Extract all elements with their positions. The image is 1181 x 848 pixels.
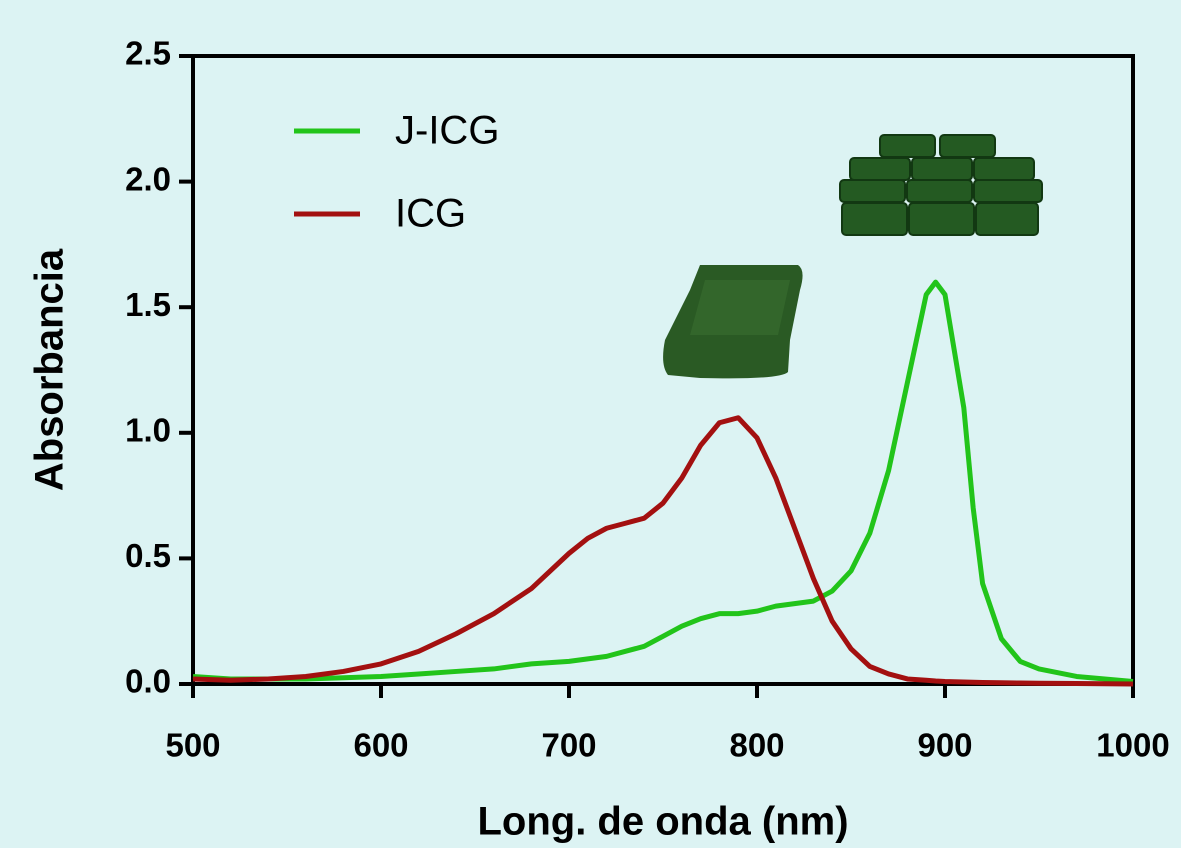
x-axis-title: Long. de onda (nm): [477, 800, 848, 844]
x-tick-label: 600: [353, 727, 408, 764]
y-tick-label: 1.0: [125, 412, 171, 449]
x-tick-label: 900: [917, 727, 972, 764]
data-line: [193, 418, 1133, 684]
y-tick-label: 1.5: [125, 286, 171, 323]
data-line: [193, 282, 1133, 681]
legend-label: J-ICG: [395, 109, 499, 153]
y-tick-label: 0.5: [125, 537, 171, 574]
j-aggregate-icon: [840, 135, 1042, 235]
aggregate-icon: [663, 265, 802, 378]
x-tick-label: 800: [729, 727, 784, 764]
y-tick-label: 2.0: [125, 160, 171, 197]
x-tick-label: 1000: [1096, 727, 1169, 764]
y-tick-label: 0.0: [125, 663, 171, 700]
x-tick-label: 500: [165, 727, 220, 764]
y-axis-title: Absorbancia: [28, 248, 72, 491]
y-tick-label: 2.5: [125, 35, 171, 72]
chart: Long. de onda (nm) Absorbancia 0.0 0.5 1.0…: [0, 0, 1181, 848]
legend-label: ICG: [395, 192, 466, 236]
x-tick-label: 700: [541, 727, 596, 764]
